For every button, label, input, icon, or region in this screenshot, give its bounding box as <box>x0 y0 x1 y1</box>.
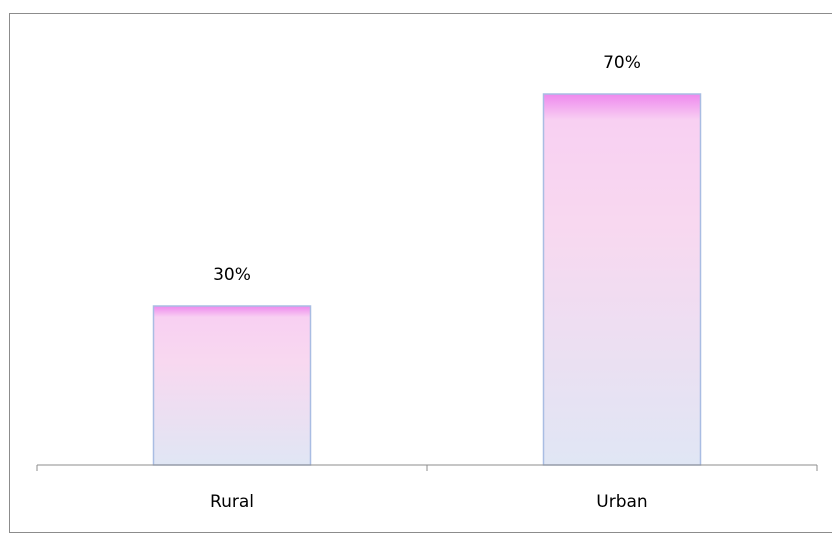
data-label-urban: 70% <box>603 53 641 73</box>
bar-urban <box>542 93 702 466</box>
x-tick-label-rural: Rural <box>210 492 254 512</box>
bar-rural <box>152 305 312 466</box>
x-tick-label-urban: Urban <box>596 492 647 512</box>
data-label-rural: 30% <box>213 265 251 285</box>
bar-chart: 30% Rural 70% Urban <box>36 53 818 512</box>
labels-layer: 30% Rural 70% Urban <box>210 53 648 512</box>
